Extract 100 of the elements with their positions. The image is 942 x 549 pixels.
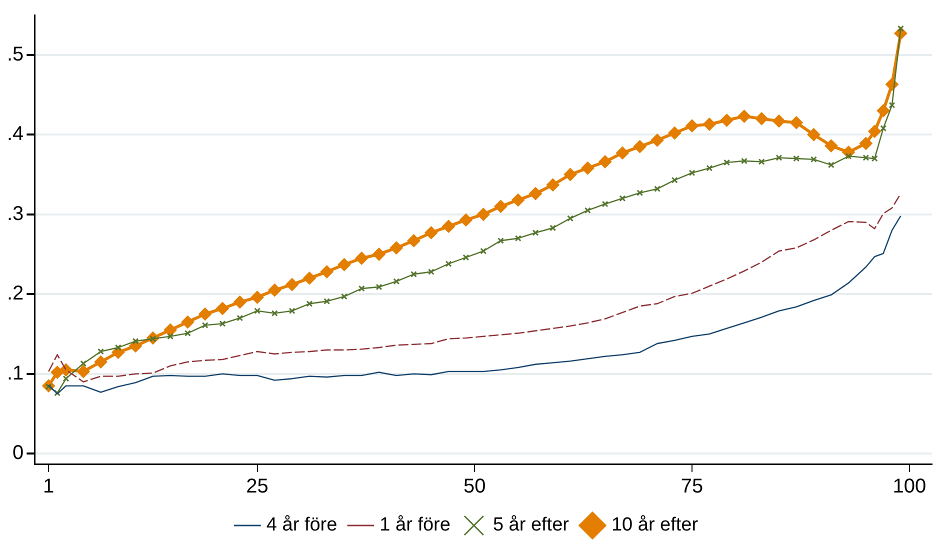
point xyxy=(410,270,418,278)
x-tick-label: 50 xyxy=(464,476,486,498)
legend-label: 4 år före xyxy=(266,514,338,536)
x-tick-label: 100 xyxy=(892,476,926,498)
point xyxy=(876,104,890,118)
point xyxy=(740,158,748,164)
point xyxy=(807,128,820,142)
point xyxy=(671,176,678,184)
point xyxy=(271,310,278,316)
point xyxy=(407,234,420,248)
line-series xyxy=(48,192,902,383)
y-tick-label: .5 xyxy=(6,43,24,66)
point xyxy=(602,200,608,208)
point xyxy=(810,156,817,163)
point xyxy=(320,265,334,278)
point xyxy=(288,308,296,314)
point xyxy=(897,25,904,32)
point xyxy=(616,146,629,160)
point xyxy=(184,330,191,336)
point xyxy=(250,290,264,304)
x-tick-label: 1 xyxy=(43,476,54,498)
point xyxy=(459,213,472,226)
point xyxy=(268,284,282,297)
point xyxy=(598,155,612,168)
point xyxy=(567,215,574,222)
point xyxy=(772,114,786,128)
y-tick-label: .1 xyxy=(6,362,24,384)
point xyxy=(636,190,644,196)
point xyxy=(286,278,299,292)
point xyxy=(793,155,800,162)
point xyxy=(654,186,660,192)
y-tick-label: .3 xyxy=(6,202,24,225)
x-tick-label: 75 xyxy=(680,476,704,498)
point xyxy=(790,116,803,130)
point xyxy=(688,170,696,176)
point xyxy=(514,235,522,242)
point xyxy=(219,320,226,327)
point xyxy=(512,194,525,207)
point xyxy=(862,154,870,161)
point xyxy=(202,322,208,328)
point xyxy=(445,260,452,268)
point xyxy=(254,308,260,314)
point xyxy=(132,338,139,344)
point xyxy=(546,178,560,192)
point xyxy=(390,241,403,254)
point xyxy=(564,168,577,182)
point xyxy=(498,237,504,244)
point xyxy=(338,258,351,272)
legend-label: 10 år efter xyxy=(611,514,699,536)
point xyxy=(702,118,716,131)
point xyxy=(216,302,229,315)
point xyxy=(181,316,194,329)
point xyxy=(880,125,887,132)
point xyxy=(650,134,664,147)
point xyxy=(755,112,768,126)
point xyxy=(668,126,682,140)
y-tick-label: 0 xyxy=(12,442,24,464)
point xyxy=(462,254,470,261)
point xyxy=(828,162,834,168)
point xyxy=(871,155,878,162)
point xyxy=(619,195,626,202)
x-tick-label: 25 xyxy=(246,476,268,498)
point xyxy=(358,285,365,292)
point xyxy=(98,348,104,355)
point xyxy=(724,159,730,166)
point xyxy=(738,110,751,123)
point xyxy=(302,272,316,285)
point xyxy=(167,333,174,340)
legend-label: 1 år före xyxy=(380,514,450,536)
legend-label: 5 år efter xyxy=(492,514,570,536)
point xyxy=(824,139,838,152)
point xyxy=(550,224,556,232)
point xyxy=(76,364,90,378)
point xyxy=(442,220,456,233)
point xyxy=(859,136,872,150)
point xyxy=(164,324,177,337)
point xyxy=(868,124,882,138)
point xyxy=(236,314,244,322)
point xyxy=(706,164,713,172)
point xyxy=(633,140,646,154)
point xyxy=(424,226,438,240)
point xyxy=(324,298,330,305)
point xyxy=(114,344,122,351)
point xyxy=(686,119,699,132)
point xyxy=(233,296,246,309)
point xyxy=(372,248,386,261)
point xyxy=(340,293,348,300)
point xyxy=(80,360,87,367)
point xyxy=(720,114,734,127)
point xyxy=(428,268,434,276)
point xyxy=(355,252,368,265)
point xyxy=(376,284,382,290)
point xyxy=(94,355,108,368)
point xyxy=(581,162,594,175)
point xyxy=(776,154,782,161)
point xyxy=(50,366,64,379)
point xyxy=(480,248,487,254)
point xyxy=(532,229,539,236)
point xyxy=(758,158,765,165)
point xyxy=(845,152,852,160)
